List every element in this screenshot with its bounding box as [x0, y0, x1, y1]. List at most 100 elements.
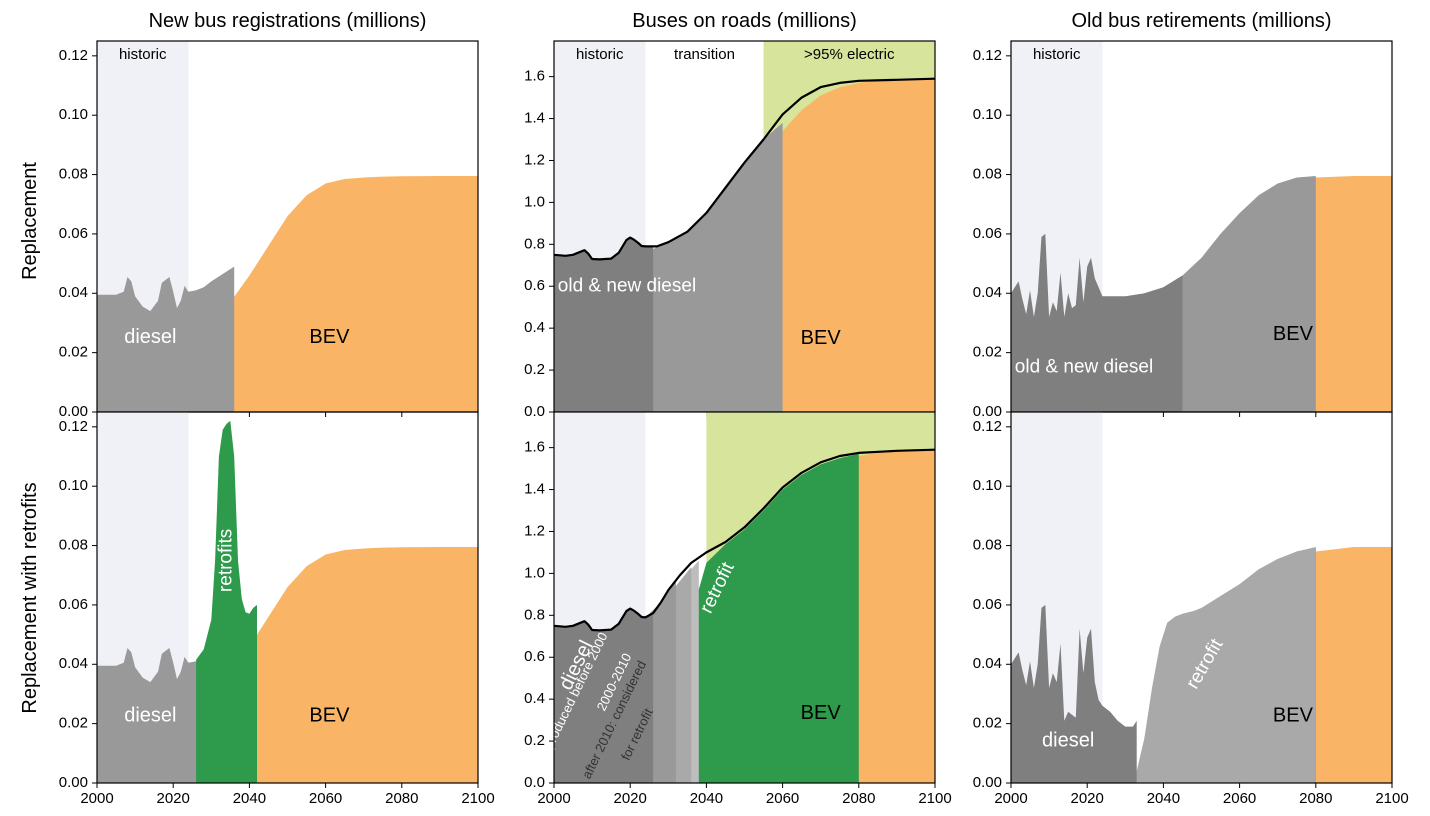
y-tick-label: 0.00 — [973, 403, 1002, 420]
x-tick-label: 2020 — [614, 790, 647, 807]
y-tick-label: 0.10 — [973, 477, 1002, 494]
area-bev — [161, 176, 478, 412]
area-old-diesel — [1011, 233, 1183, 412]
y-tick-label: 0.10 — [59, 477, 88, 494]
x-tick-label: 2000 — [537, 790, 570, 807]
plot-area — [554, 412, 935, 783]
plot-area — [554, 41, 935, 412]
x-tick-label: 2040 — [690, 790, 723, 807]
y-tick-label: 0.08 — [59, 166, 88, 183]
y-tick-label: 0.08 — [59, 537, 88, 554]
y-tick-label: 1.0 — [524, 564, 545, 581]
area-label-diesel: diesel — [124, 705, 176, 727]
x-tick-label: 2080 — [1299, 790, 1332, 807]
x-tick-label: 2100 — [1375, 790, 1408, 807]
axes-frame — [96, 411, 479, 784]
x-tick-label: 2040 — [1147, 790, 1180, 807]
axes-frame — [1010, 411, 1393, 784]
plot-area — [97, 412, 478, 783]
y-tick-label: 0.00 — [973, 774, 1002, 791]
area-label-bev: BEV — [801, 327, 842, 349]
y-tick-label: 1.6 — [524, 439, 545, 456]
axes-frame — [553, 411, 936, 784]
plot-area — [1011, 412, 1392, 783]
y-tick-label: 0.12 — [973, 418, 1002, 435]
y-tick-label: 0.04 — [973, 284, 1002, 301]
chart-title: Buses on roads (millions) — [632, 10, 857, 32]
y-tick-label: 0.04 — [973, 655, 1002, 672]
y-tick-label: 0.4 — [524, 319, 545, 336]
plot-area — [1011, 41, 1392, 412]
area-label-bev: BEV — [801, 702, 842, 724]
band-label-historic: historic — [119, 46, 167, 63]
panel-roads-replacement: historic transition >95% electric old & new… — [524, 10, 936, 420]
y-tick-label: 0.08 — [973, 166, 1002, 183]
y-tick-label: 1.2 — [524, 151, 545, 168]
chart-title: Old bus retirements (millions) — [1071, 10, 1331, 32]
area-old-diesel — [1011, 604, 1137, 783]
x-tick-label: 2040 — [233, 790, 266, 807]
y-tick-label: 0.06 — [59, 596, 88, 613]
area-old-diesel — [554, 237, 654, 412]
y-tick-label: 0.12 — [59, 418, 88, 435]
y-tick-label: 0.04 — [59, 284, 88, 301]
y-tick-label: 1.2 — [524, 522, 545, 539]
area-retrofit — [660, 453, 859, 783]
area-label-bev: BEV — [1273, 705, 1314, 727]
y-tick-label: 0.00 — [59, 774, 88, 791]
y-tick-label: 0.02 — [59, 715, 88, 732]
area-label-bev: BEV — [309, 705, 350, 727]
y-tick-label: 0.0 — [524, 774, 545, 791]
x-tick-label: 2100 — [918, 790, 951, 807]
y-tick-label: 0.06 — [973, 596, 1002, 613]
x-tick-label: 2080 — [842, 790, 875, 807]
y-tick-label: 0.12 — [973, 47, 1002, 64]
area-retrofits — [196, 420, 257, 783]
y-tick-label: 0.02 — [973, 344, 1002, 361]
y-tick-label: 0.4 — [524, 690, 545, 707]
y-tick-label: 1.4 — [524, 481, 545, 498]
y-tick-label: 1.4 — [524, 110, 545, 127]
x-tick-label: 2060 — [1223, 790, 1256, 807]
panel-reg-retrofits: diesel BEV retrofits 0.00 0.02 0.04 0.06 0.08 0.… — [59, 411, 495, 807]
x-tick-label: 2080 — [385, 790, 418, 807]
panels: historic diesel BEV 0.00 0.02 0.04 0.06 0.08 0.1… — [59, 10, 1409, 807]
y-tick-label: 0.2 — [524, 732, 545, 749]
area-label-diesel: diesel — [1042, 730, 1094, 752]
x-tick-label: 2060 — [766, 790, 799, 807]
band-label-historic: historic — [1033, 46, 1081, 63]
y-tick-label: 0.6 — [524, 648, 545, 665]
plot-area — [97, 41, 478, 412]
y-tick-label: 0.02 — [59, 344, 88, 361]
panel-ret-retrofits: dieselretrofitBEV0.000.020.040.060.080.1… — [973, 411, 1409, 807]
y-tick-label: 1.6 — [524, 68, 545, 85]
x-tick-label: 2020 — [1071, 790, 1104, 807]
total-line — [554, 77, 935, 261]
area-diesel — [97, 266, 235, 412]
y-tick-label: 0.10 — [59, 106, 88, 123]
area-label-old-new-diesel: old & new diesel — [558, 275, 696, 296]
panel-reg-replacement: historic diesel BEV 0.00 0.02 0.04 0.06 0.08 0.1… — [59, 10, 479, 420]
y-tick-label: 0.08 — [973, 537, 1002, 554]
x-tick-label: 2100 — [461, 790, 494, 807]
row-label-replacement: Replacement — [19, 162, 41, 280]
x-tick-label: 2060 — [309, 790, 342, 807]
y-tick-label: 0.06 — [59, 225, 88, 242]
x-tick-label: 2000 — [994, 790, 1027, 807]
y-tick-label: 0.12 — [59, 47, 88, 64]
x-tick-label: 2000 — [80, 790, 113, 807]
y-tick-label: 1.0 — [524, 193, 545, 210]
area-label-bev: BEV — [1273, 323, 1314, 345]
area-label-bev: BEV — [309, 326, 350, 348]
area-old-diesel — [554, 608, 654, 783]
chart-title: New bus registrations (millions) — [149, 10, 427, 32]
band-label-transition: transition — [674, 46, 735, 63]
area-label-diesel: diesel — [124, 326, 176, 348]
y-tick-label: 0.0 — [524, 403, 545, 420]
y-tick-label: 0.2 — [524, 361, 545, 378]
area-label-old-new-diesel: old & new diesel — [1015, 356, 1153, 377]
band-label-historic: historic — [576, 46, 624, 63]
total-line — [554, 448, 935, 632]
